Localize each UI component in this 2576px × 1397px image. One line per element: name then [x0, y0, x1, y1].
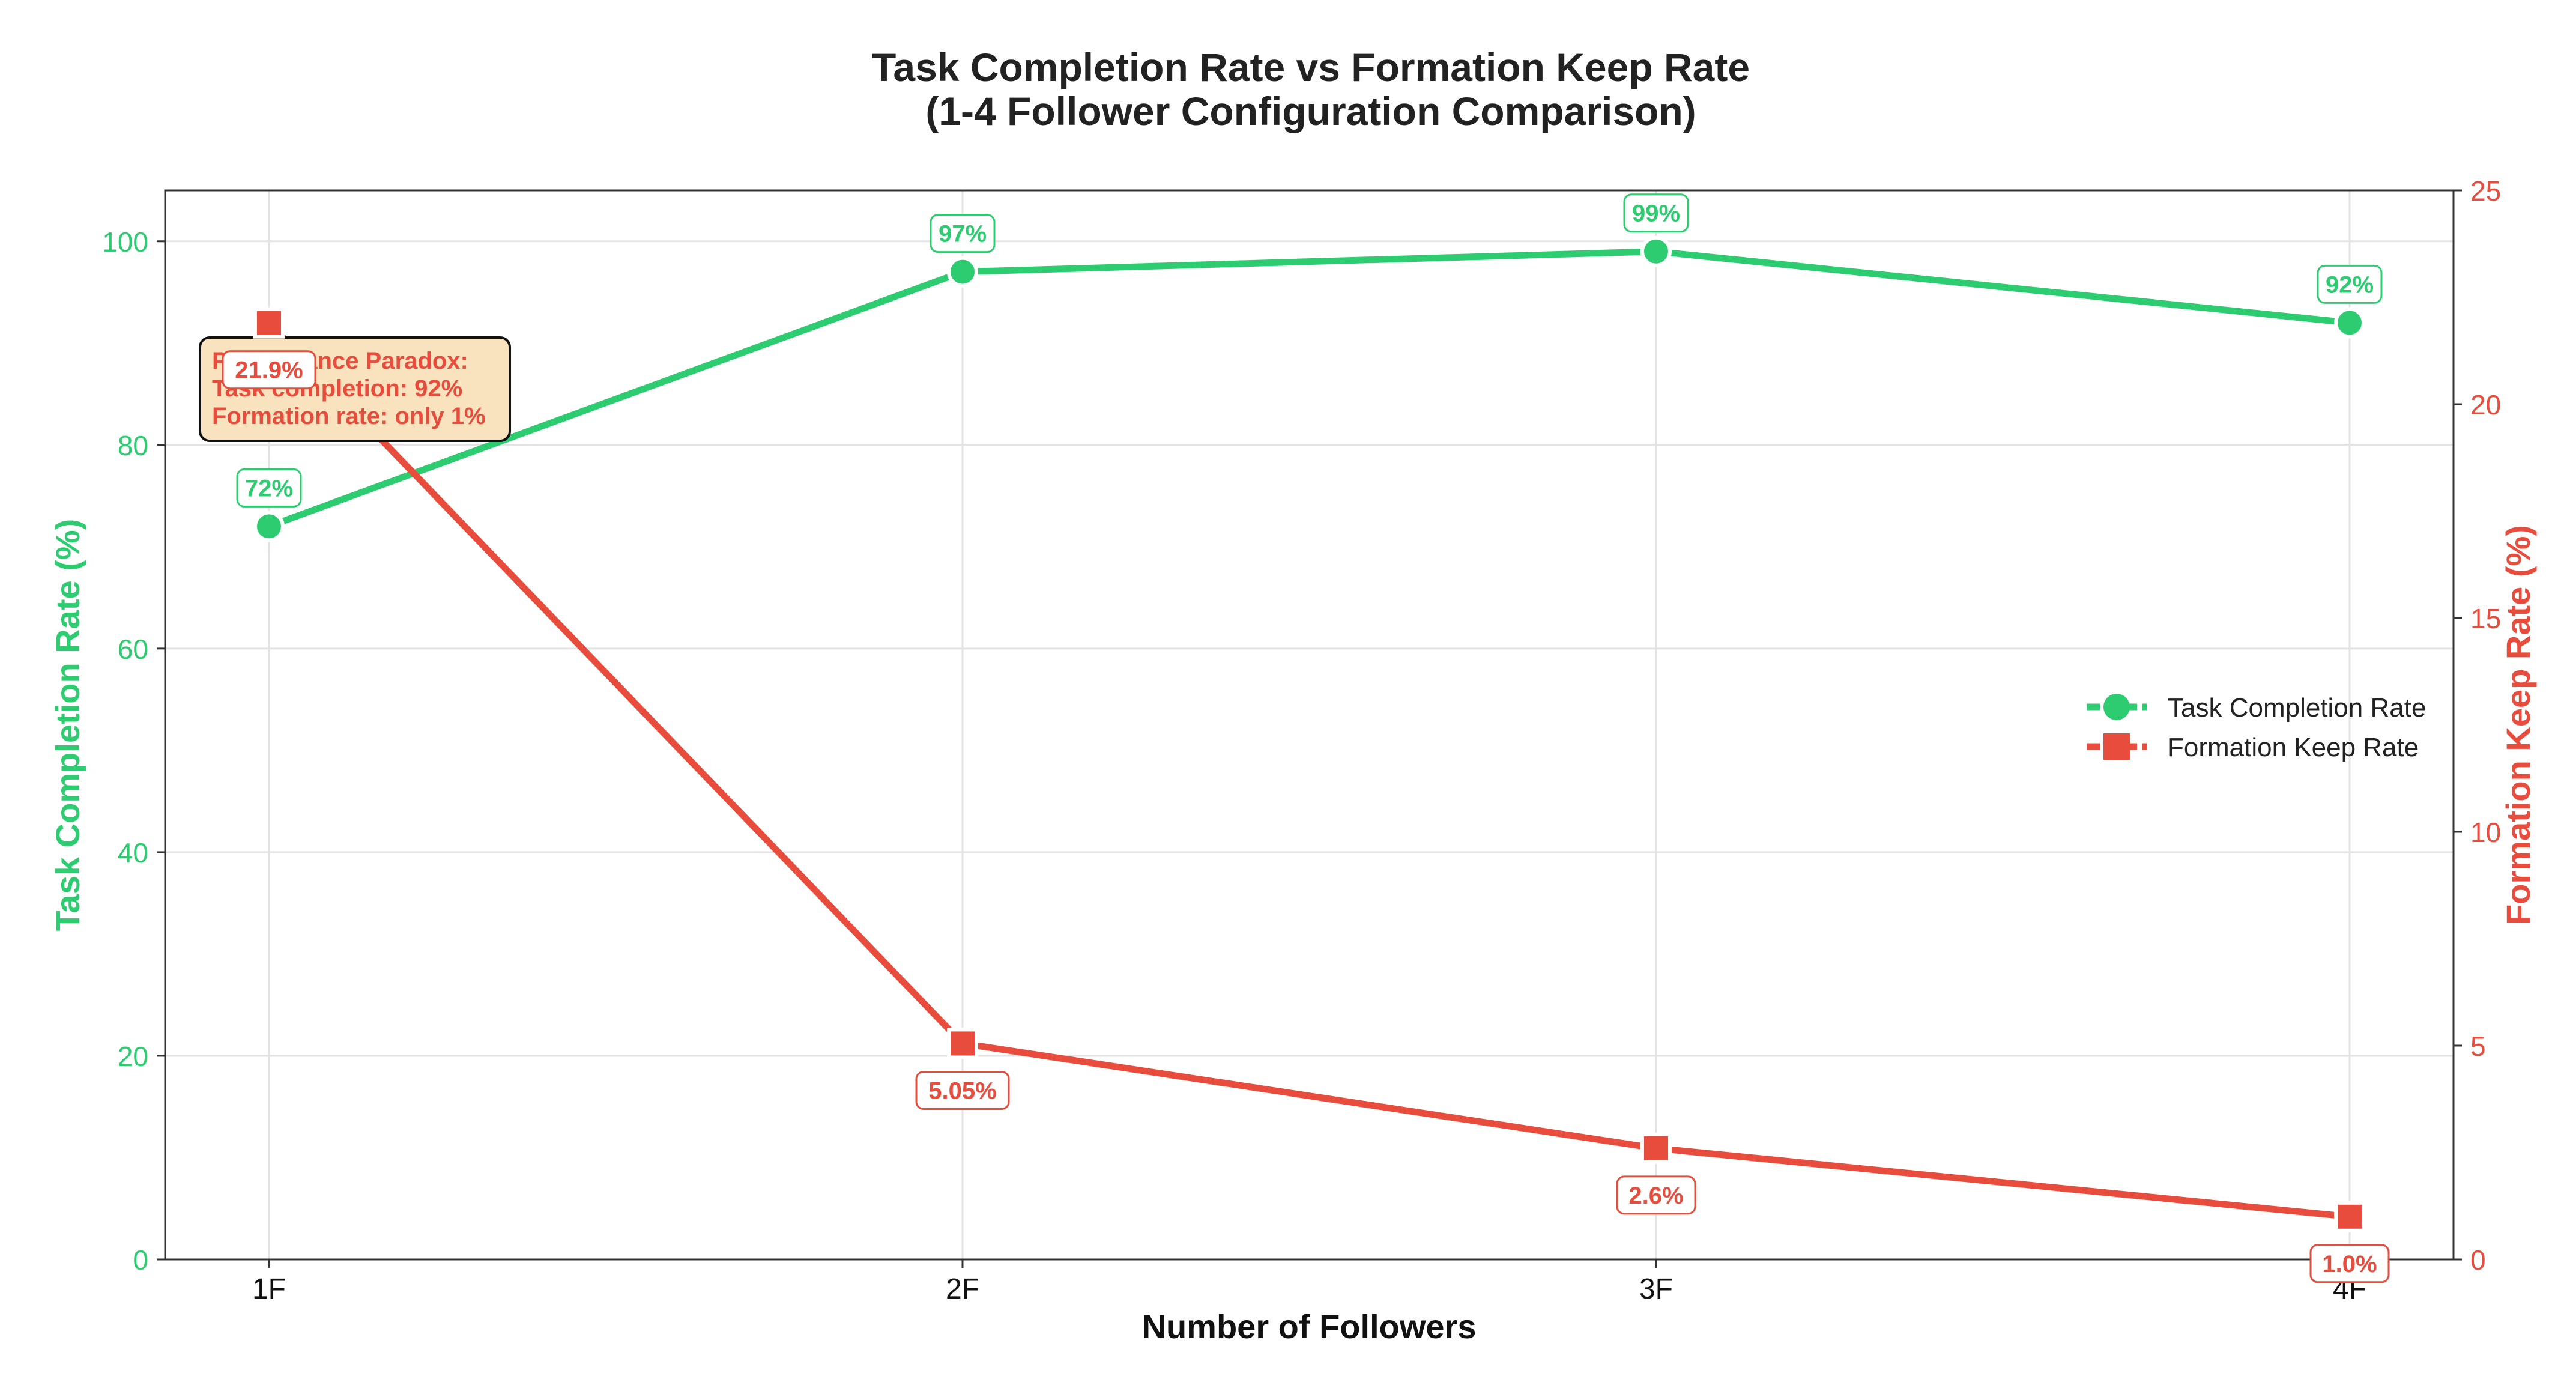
formation-keep-data-label-box	[222, 350, 316, 390]
formation-keep-labels: 21.9% 5.05% 2.6% 1.0%	[222, 307, 2390, 1283]
y-right-tick-label: 15	[2470, 603, 2501, 634]
task-completion-line	[265, 248, 2353, 530]
task-completion-data-label-box	[2317, 264, 2383, 304]
y-right-tick-label: 20	[2470, 389, 2501, 420]
task-completion-data-label: 72%	[245, 475, 293, 502]
task-completion-data-label-box	[236, 468, 302, 508]
y-left-tick-label: 20	[118, 1041, 148, 1072]
formation-keep-data-label: 21.9%	[235, 357, 303, 384]
y-right-tick-label: 5	[2470, 1031, 2486, 1062]
task-completion-point	[2334, 307, 2365, 339]
task-completion-data-label: 99%	[1632, 201, 1680, 227]
y-right-tick-label: 0	[2470, 1244, 2486, 1276]
task-completion-data-label: 92%	[2326, 271, 2374, 298]
task-completion-data-label: 97%	[939, 221, 987, 247]
formation-keep-data-label: 1.0%	[2322, 1251, 2377, 1277]
x-tick-label: 2F	[946, 1273, 979, 1305]
y-left-tick-label: 40	[118, 837, 148, 868]
y-left-tick-label: 0	[133, 1244, 148, 1276]
formation-keep-point	[253, 307, 285, 339]
formation-keep-data-label-box	[915, 1070, 1010, 1110]
legend-marker-square	[2103, 733, 2130, 760]
task-completion-point	[947, 256, 978, 288]
chart-subtitle: (1-4 Follower Configuration Comparison)	[925, 89, 1696, 133]
formation-keep-point	[947, 1028, 978, 1059]
formation-keep-data-label: 5.05%	[928, 1077, 996, 1104]
legend-marker-circle	[2103, 694, 2130, 720]
y-left-tick-label: 60	[118, 634, 148, 665]
legend-entry-label: Formation Keep Rate	[2168, 733, 2419, 762]
task-completion-point	[1640, 235, 1672, 267]
formation-keep-data-label-box	[2309, 1244, 2390, 1283]
annotation-layer: Performance Paradox:Task completion: 92%…	[199, 336, 511, 442]
task-completion-data-label-box	[1623, 193, 1689, 233]
y-right-tick-label: 10	[2470, 817, 2501, 848]
task-completion-data-label-box	[930, 214, 996, 253]
formation-keep-point	[2334, 1201, 2365, 1232]
formation-keep-data-label-box	[1616, 1175, 1696, 1215]
legend: Task Completion Rate Formation Keep Rate	[2087, 693, 2426, 762]
y-right-tick-label: 25	[2470, 175, 2501, 207]
formation-keep-point	[1640, 1132, 1672, 1164]
task-completion-point	[253, 511, 285, 542]
formation-keep-data-label: 2.6%	[1628, 1183, 1683, 1209]
annotation-line: Formation rate: only 1%	[212, 403, 486, 429]
formation-keep-line	[265, 320, 2353, 1220]
data-labels-layer: 72% 97% 99% 92%	[236, 193, 2383, 508]
plot-frame	[164, 189, 2455, 1261]
y-axis-label-right: Formation Keep Rate (%)	[2499, 525, 2537, 925]
y-axis-label-left: Task Completion Rate (%)	[49, 519, 86, 932]
y-left-tick-label: 80	[118, 430, 148, 461]
x-tick-label: 3F	[1639, 1273, 1673, 1305]
chart-title: Task Completion Rate vs Formation Keep R…	[872, 45, 1750, 89]
x-tick-label: 1F	[252, 1273, 286, 1305]
grid-layer	[165, 190, 2454, 1261]
y-left-tick-label: 100	[102, 226, 148, 258]
x-axis-label: Number of Followers	[1142, 1308, 1477, 1345]
legend-entry-label: Task Completion Rate	[2168, 693, 2426, 723]
